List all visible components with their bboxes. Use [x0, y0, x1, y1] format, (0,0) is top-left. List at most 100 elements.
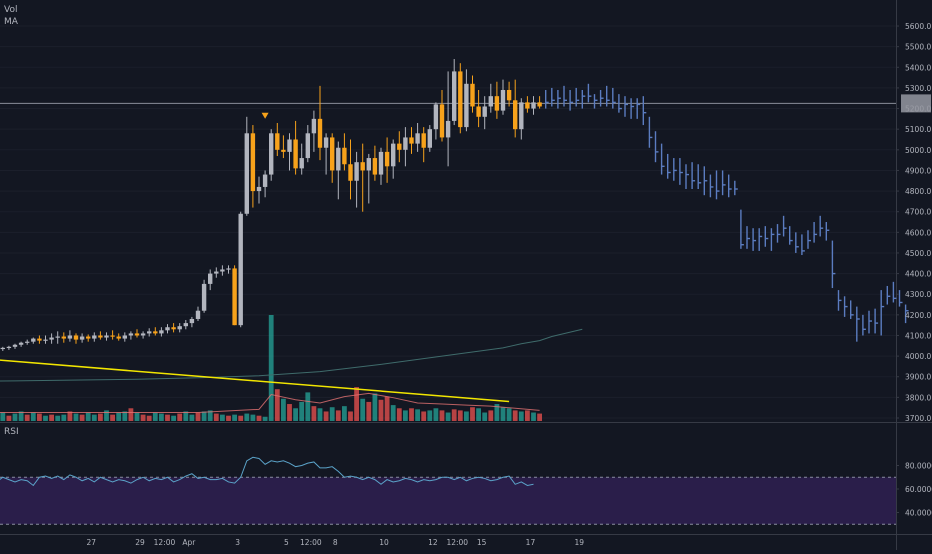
time-tick-label: 5 — [284, 538, 289, 547]
volume-bar — [274, 389, 280, 421]
candle-body — [323, 137, 329, 148]
candle-body — [43, 339, 48, 341]
volume-bar — [494, 404, 500, 421]
volume-bar — [335, 410, 341, 421]
volume-bar — [116, 412, 122, 421]
volume-bar — [79, 414, 85, 421]
volume-bar — [165, 414, 170, 421]
candle-body — [165, 327, 170, 331]
candles — [0, 59, 542, 351]
time-tick-label: 12:00 — [154, 538, 176, 547]
candle-body — [476, 106, 481, 117]
candle-body — [0, 347, 6, 350]
candle-body — [6, 346, 12, 349]
volume-bar — [372, 393, 378, 421]
candle-body — [506, 89, 512, 101]
markers — [261, 112, 269, 119]
volume-bar — [433, 408, 439, 421]
candle-body — [427, 129, 432, 148]
volume-bar — [470, 407, 475, 421]
candle-body — [421, 133, 426, 148]
candle-body — [25, 341, 30, 343]
volume-bar — [213, 413, 219, 421]
candle-body — [171, 327, 176, 330]
candle-body — [336, 147, 341, 171]
candle-body — [384, 151, 390, 167]
volume-bar — [537, 413, 542, 421]
volume-legend[interactable]: Vol MA — [4, 4, 18, 28]
candle-body — [195, 310, 201, 319]
volume-bar — [122, 411, 128, 421]
candle-body — [397, 143, 402, 150]
volume-bar — [445, 412, 451, 421]
ma-line — [0, 328, 583, 382]
candle-body — [147, 331, 152, 334]
volume-bar — [250, 414, 256, 421]
candle-body — [153, 331, 158, 334]
candle-body — [183, 323, 188, 327]
volume-bar — [207, 410, 213, 421]
volume-bar — [189, 414, 195, 421]
candle-body — [311, 118, 317, 134]
volume-bar — [293, 408, 298, 421]
volume-bar — [98, 413, 103, 421]
trendline[interactable] — [0, 352, 510, 403]
price-tick-label: 3800.0 — [905, 393, 931, 402]
rsi-band-fill — [0, 477, 896, 525]
price-tick-label: 4000.0 — [905, 352, 931, 361]
yellow-trendline — [0, 359, 510, 403]
volume-bar — [262, 416, 268, 421]
price-tick-label: 4500.0 — [905, 249, 931, 258]
candle-body — [287, 139, 292, 152]
candle-body — [92, 335, 97, 339]
volume-bar — [403, 410, 408, 421]
volume-bar — [12, 413, 18, 421]
candle-body — [305, 133, 310, 159]
volume-bar — [366, 401, 372, 421]
candle-body — [354, 162, 359, 181]
volume-ma-line — [0, 392, 540, 414]
volume-bar — [220, 414, 225, 421]
rsi-tick-label: 40.0000 — [905, 509, 932, 518]
volume-bar — [238, 415, 244, 421]
candle-body — [116, 336, 121, 339]
candle-body — [275, 133, 280, 150]
candle-body — [262, 174, 268, 187]
rsi-legend[interactable]: RSI — [4, 426, 19, 438]
candle-body — [372, 158, 378, 175]
candle-body — [232, 268, 237, 326]
volume-bar — [0, 412, 6, 421]
volume-bar — [134, 412, 140, 421]
axes: 5600.05500.05400.05300.05200.05100.05000… — [86, 22, 932, 547]
time-tick-label: 15 — [477, 538, 487, 547]
candle-body — [470, 83, 475, 107]
price-tick-label: 5600.0 — [905, 22, 931, 31]
candle-body — [519, 102, 524, 130]
time-tick-label: 27 — [86, 538, 96, 547]
candle-body — [433, 104, 439, 130]
candle-body — [104, 335, 109, 338]
candle-body — [256, 186, 262, 192]
volume-bar — [427, 410, 433, 421]
volume-bar — [305, 392, 311, 421]
candle-body — [366, 158, 371, 171]
volume-bar — [43, 415, 48, 421]
volume-bar — [531, 412, 536, 421]
price-tick-label: 3900.0 — [905, 373, 931, 382]
candle-body — [403, 137, 408, 150]
volume-bar — [244, 413, 250, 421]
candle-body — [61, 336, 66, 339]
volume-bar — [518, 411, 524, 421]
volume-bar — [55, 415, 61, 421]
volume-bar — [110, 414, 115, 421]
candle-body — [73, 335, 79, 340]
volume-bar — [177, 413, 183, 421]
volume-bar — [488, 410, 494, 421]
rsi-polyline — [0, 456, 534, 487]
volume-bar — [384, 396, 390, 421]
volume-bar — [457, 410, 463, 421]
candle-body — [378, 151, 384, 175]
price-tick-label: 5400.0 — [905, 63, 931, 72]
candle-body — [140, 333, 146, 336]
